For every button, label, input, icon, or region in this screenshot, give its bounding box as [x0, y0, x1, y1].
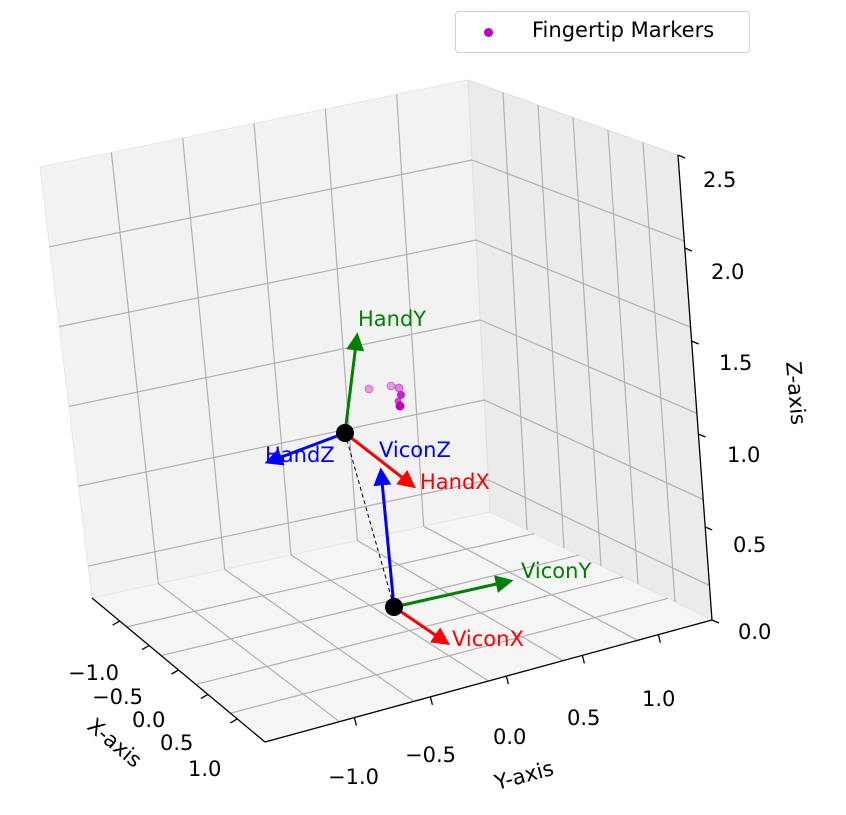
fingertip-marker	[397, 391, 405, 399]
grid-line	[182, 137, 226, 570]
fingertip-marker	[386, 381, 396, 391]
y-tick-label: 0.5	[567, 706, 600, 730]
x-tick-label: −0.5	[92, 685, 143, 709]
y-tick-label: −0.5	[405, 743, 456, 767]
grid-line	[195, 576, 624, 685]
vicon-frame: ViconX ViconY ViconZ	[373, 438, 591, 651]
x-tick	[141, 644, 150, 651]
x-tick-label: 0.5	[160, 731, 193, 755]
fingertip-marker	[364, 384, 374, 394]
z-tick	[684, 247, 693, 252]
y-axis-label: Y-axis	[491, 756, 556, 795]
grid-line	[230, 597, 668, 714]
z-tick-label: 2.0	[711, 260, 744, 284]
grid-line	[642, 142, 676, 603]
y-tick-label: 1.0	[642, 687, 675, 711]
grid-line	[224, 568, 415, 702]
z-tick	[677, 154, 686, 159]
grid-line	[161, 554, 579, 657]
vicon-y-label: ViconY	[521, 559, 591, 583]
vicon-z-label: ViconZ	[379, 438, 451, 462]
y-tick	[657, 634, 661, 643]
x-tick	[229, 718, 238, 724]
grid-line	[49, 159, 473, 248]
hand-y-label: HandY	[358, 307, 426, 331]
hand-z-label: HandZ	[265, 443, 335, 467]
hand-x-arrow	[344, 431, 416, 489]
grid-line	[475, 239, 691, 328]
vicon-origin	[385, 598, 403, 616]
grid-line	[59, 239, 477, 328]
z-axis-line	[677, 154, 713, 621]
y-tick	[505, 675, 510, 685]
grid-line	[157, 583, 340, 723]
x-tick-labels: −1.0 −0.5 0.0 0.5 1.0	[68, 661, 221, 781]
grid-line	[537, 104, 565, 549]
back-left-pane	[39, 79, 491, 599]
hand-frame: HandX HandY HandZ	[264, 307, 490, 494]
x-tick-label: 1.0	[188, 757, 221, 781]
z-tick	[711, 619, 720, 624]
fingertip-marker	[394, 383, 404, 393]
vicon-x-arrow	[393, 605, 450, 646]
y-tick	[429, 696, 434, 706]
grid-line	[423, 525, 638, 641]
y-tick	[581, 655, 586, 664]
hand-origin	[336, 424, 354, 442]
z-tick-labels: 0.0 0.5 1.0 1.5 2.0 2.5	[703, 168, 771, 644]
legend-label: Fingertip Markers	[532, 18, 715, 42]
vicon-x-label: ViconX	[452, 627, 524, 651]
grid-line	[488, 479, 710, 587]
grid-line	[78, 399, 485, 487]
grid-line	[253, 123, 292, 556]
y-tick-labels: −1.0 −0.5 0.0 0.5 1.0	[328, 687, 675, 789]
z-tick-label: 0.5	[733, 533, 766, 557]
z-tick	[698, 433, 706, 438]
grid-line	[290, 554, 489, 682]
fingertip-marker	[394, 397, 402, 405]
hand-x-label: HandX	[420, 470, 490, 494]
x-tick-label: 0.0	[132, 708, 165, 732]
y-tick-label: 0.0	[493, 725, 526, 749]
grid-line	[471, 159, 685, 242]
grid-line	[484, 399, 704, 500]
grid-line	[572, 117, 602, 567]
legend: Fingertip Markers	[455, 11, 750, 53]
z-tick-label: 2.5	[703, 168, 736, 192]
z-tick	[704, 526, 713, 531]
x-tick-label: −1.0	[68, 661, 119, 685]
z-tick-label: 1.5	[719, 351, 752, 375]
hand-y-arrow	[343, 332, 365, 434]
grid-line	[110, 152, 159, 584]
hand-z-arrow	[264, 431, 346, 466]
grid-line	[357, 540, 564, 662]
grid-lines	[49, 92, 710, 723]
grid-line	[502, 92, 528, 531]
y-tick	[353, 717, 358, 726]
z-tick	[691, 340, 699, 345]
fingertip-markers	[364, 381, 405, 411]
tick-marks	[112, 154, 720, 726]
grid-line	[607, 129, 639, 585]
z-tick-label: 1.0	[727, 443, 760, 467]
legend-marker-icon	[484, 28, 493, 37]
grid-line	[479, 319, 698, 414]
grid-line	[88, 479, 489, 567]
y-axis-line	[264, 619, 713, 743]
y-tick-label: −1.0	[328, 765, 379, 789]
z-axis-label: Z-axis	[781, 360, 810, 426]
grid-line	[324, 108, 358, 541]
vicon-z-arrow	[373, 467, 396, 608]
vicon-y-arrow	[393, 575, 514, 609]
grid-line	[68, 319, 481, 408]
grid-line	[396, 94, 425, 527]
x-tick	[200, 693, 209, 700]
z-tick-label: 0.0	[738, 620, 771, 644]
frame-connector-dashed	[344, 432, 395, 608]
x-tick	[112, 620, 121, 626]
x-tick	[171, 669, 179, 675]
grid-line	[126, 533, 535, 628]
